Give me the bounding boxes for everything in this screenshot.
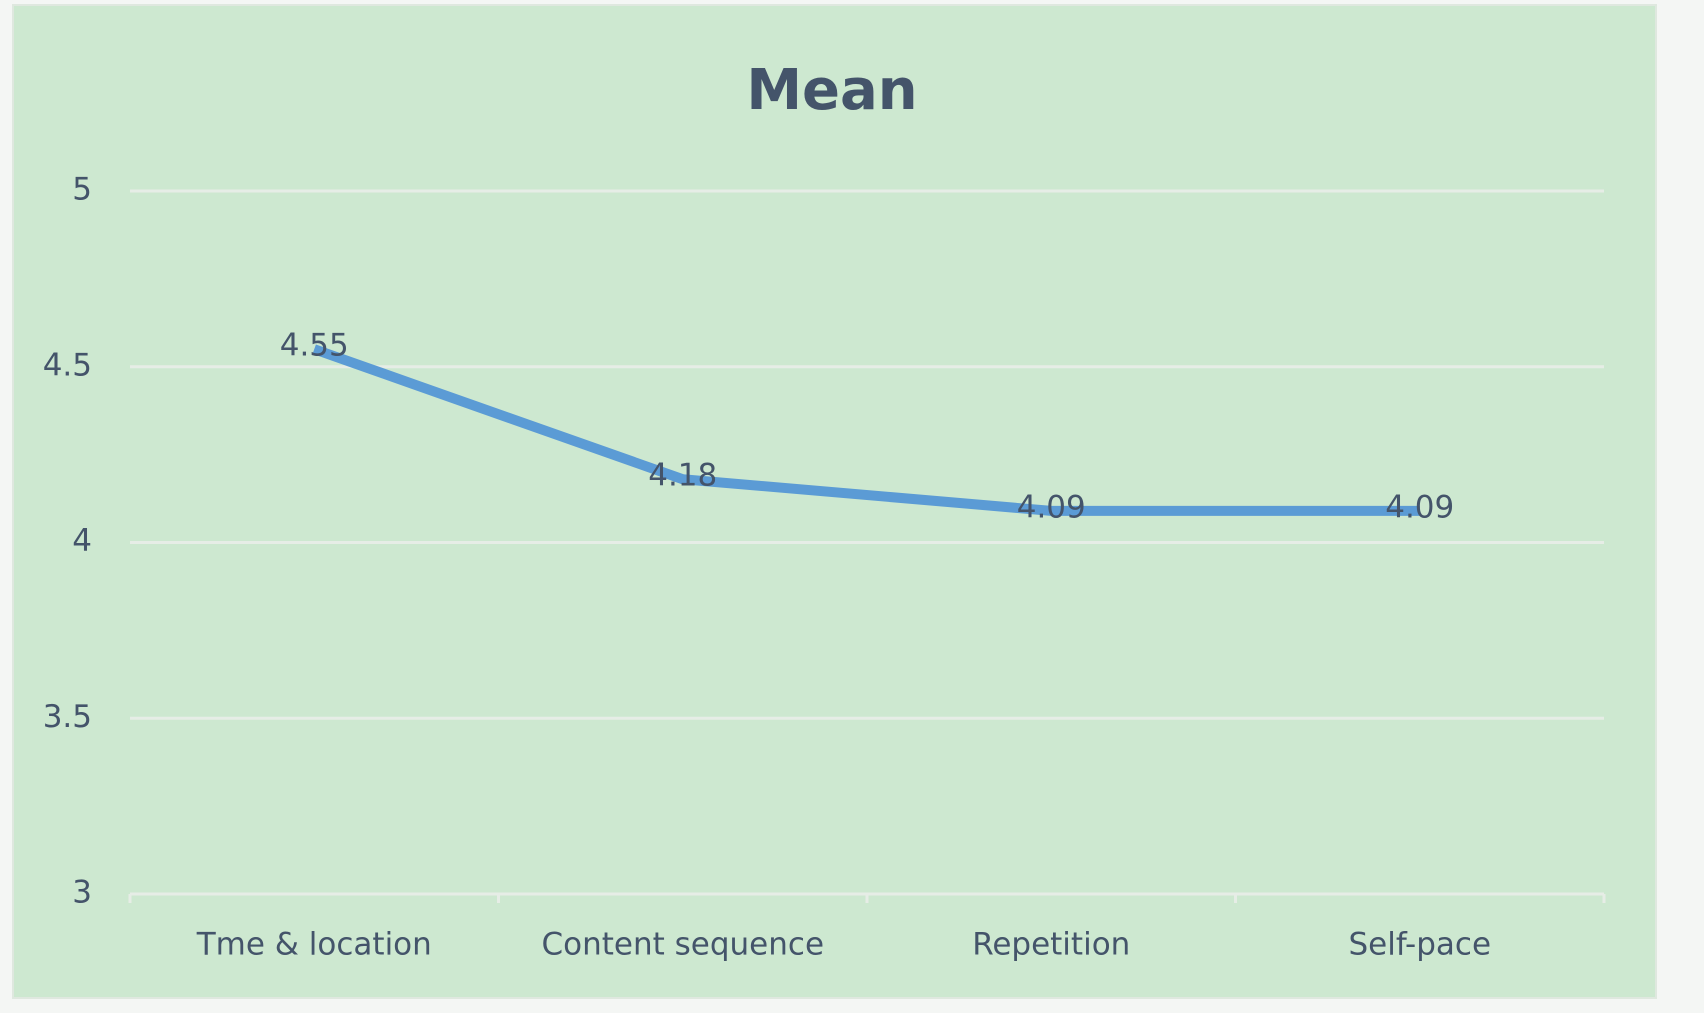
- x-tick-label: Self-pace: [1348, 927, 1491, 963]
- data-label: 4.09: [1017, 489, 1086, 525]
- data-label: 4.18: [648, 458, 717, 494]
- x-tick-label: Tme & location: [196, 927, 432, 963]
- y-tick-label: 3.5: [43, 699, 92, 735]
- line: [312, 344, 1420, 516]
- y-tick-label: 3: [72, 875, 92, 911]
- y-tick-label: 5: [72, 172, 92, 208]
- y-tick-label: 4.5: [43, 347, 92, 383]
- x-tick-label: Repetition: [972, 927, 1130, 963]
- y-tick-label: 4: [72, 523, 92, 559]
- data-label: 4.09: [1385, 489, 1454, 525]
- chart-area: [12, 4, 1657, 999]
- x-tick-label: Content sequence: [541, 927, 824, 963]
- chart-title: Mean: [746, 58, 917, 123]
- data-label: 4.55: [280, 328, 349, 364]
